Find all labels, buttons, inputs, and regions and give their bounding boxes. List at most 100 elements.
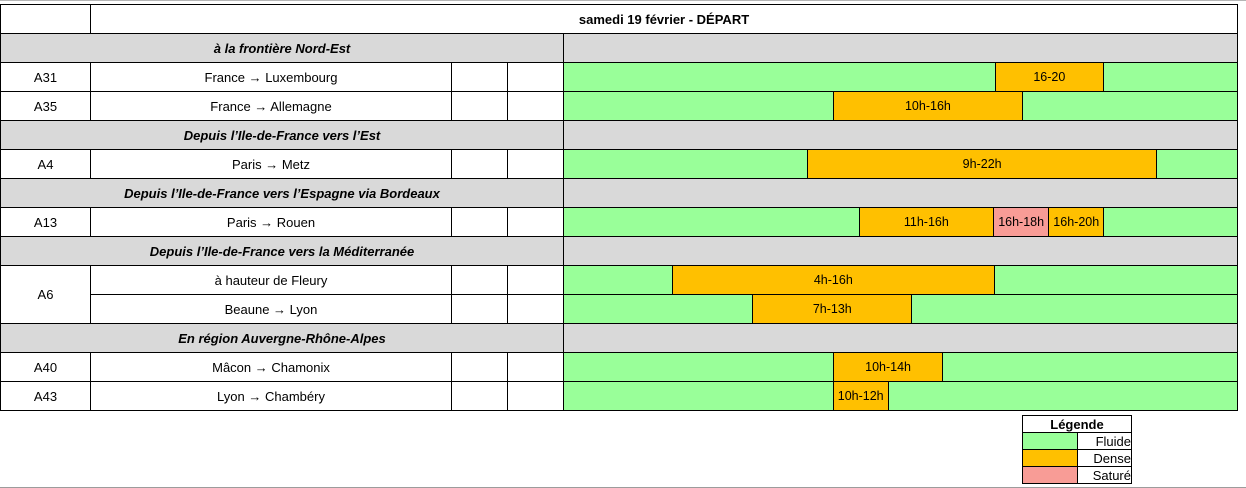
empty-cell <box>451 294 508 324</box>
section-timeline-fill <box>562 178 1239 208</box>
timeline-bar: 9h-22h <box>564 150 1237 178</box>
timeline-bar: 4h-16h <box>564 266 1237 294</box>
traffic-segment-sature: 16h-18h <box>992 208 1049 236</box>
timeline-cell: 9h-22h <box>562 149 1239 179</box>
road-route: Paris → Rouen <box>90 207 452 237</box>
timeline-bar: 7h-13h <box>564 295 1237 323</box>
legend-row-sature: Saturé <box>1022 466 1132 484</box>
section-label: Depuis l’Ile-de-France vers l’Espagne vi… <box>0 178 564 208</box>
road-route: Paris → Metz <box>90 149 452 179</box>
traffic-segment-fluide <box>1102 63 1237 91</box>
legend-label-dense: Dense <box>1076 449 1132 467</box>
empty-cell <box>451 381 508 411</box>
section-timeline-fill <box>562 323 1239 353</box>
traffic-table: samedi 19 février - DÉPART à la frontièr… <box>0 4 1239 411</box>
legend-label-sature: Saturé <box>1076 466 1132 484</box>
empty-cell <box>451 149 508 179</box>
road-code: A4 <box>0 149 91 179</box>
empty-cell <box>451 207 508 237</box>
traffic-segment-fluide <box>1021 92 1237 120</box>
road-route: France → Luxembourg <box>90 62 452 92</box>
legend-label-fluide: Fluide <box>1076 432 1132 450</box>
legend-swatch-fluide <box>1022 432 1078 450</box>
traffic-segment-dense: 7h-13h <box>752 295 912 323</box>
title-row: samedi 19 février - DÉPART <box>0 4 1239 34</box>
road-code: A40 <box>0 352 91 382</box>
timeline-bar: 10h-14h <box>564 353 1237 381</box>
empty-cell <box>451 352 508 382</box>
traffic-segment-fluide <box>942 353 1237 381</box>
legend-title: Légende <box>1022 415 1132 433</box>
section-label: Depuis l’Ile-de-France vers la Méditerra… <box>0 236 564 266</box>
traffic-segment-dense: 10h-16h <box>832 92 1022 120</box>
empty-cell <box>507 352 564 382</box>
section-timeline-fill <box>562 33 1239 63</box>
empty-cell <box>507 207 564 237</box>
timeline-cell: 11h-16h 16h-18h 16h-20h <box>562 207 1239 237</box>
section-row: En région Auvergne-Rhône-Alpes <box>0 323 1239 353</box>
traffic-segment-dense: 16h-20h <box>1048 208 1104 236</box>
road-code: A35 <box>0 91 91 121</box>
traffic-segment-fluide <box>911 295 1237 323</box>
legend-swatch-dense <box>1022 449 1078 467</box>
traffic-segment-fluide <box>564 208 859 236</box>
traffic-segment-fluide <box>564 266 672 294</box>
road-row: A43 Lyon → Chambéry 10h-12h <box>0 381 1239 411</box>
section-row: Depuis l’Ile-de-France vers la Méditerra… <box>0 236 1239 266</box>
timeline-cell: 4h-16h <box>562 265 1239 295</box>
road-row: Beaune → Lyon 7h-13h <box>1 294 1239 324</box>
empty-cell <box>451 265 508 295</box>
traffic-segment-fluide <box>994 266 1237 294</box>
timeline-cell: 10h-12h <box>562 381 1239 411</box>
corner-cell <box>0 4 91 34</box>
road-route: Beaune → Lyon <box>90 294 452 324</box>
timeline-bar: 16-20 <box>564 63 1237 91</box>
road-route: France → Allemagne <box>90 91 452 121</box>
section-timeline-fill <box>562 236 1239 266</box>
timeline-bar: 10h-16h <box>564 92 1237 120</box>
road-code: A31 <box>0 62 91 92</box>
traffic-segment-fluide <box>564 382 833 410</box>
road-row: A35 France → Allemagne 10h-16h <box>0 91 1239 121</box>
traffic-segment-fluide <box>564 295 753 323</box>
timeline-cell: 10h-14h <box>562 352 1239 382</box>
road-route: à hauteur de Fleury <box>90 265 452 295</box>
road-row: A13 Paris → Rouen 11h-16h 16h-18h 16h-20h <box>0 207 1239 237</box>
road-row: A4 Paris → Metz 9h-22h <box>0 149 1239 179</box>
road-row: A40 Mâcon → Chamonix 10h-14h <box>0 352 1239 382</box>
road-route: Lyon → Chambéry <box>90 381 452 411</box>
legend-header-row: Légende <box>1022 415 1132 433</box>
traffic-segment-fluide <box>564 92 833 120</box>
empty-cell <box>451 91 508 121</box>
timeline-bar: 10h-12h <box>564 382 1237 410</box>
empty-cell <box>507 294 564 324</box>
section-timeline-fill <box>562 120 1239 150</box>
road-row: A6 à hauteur de Fleury 4h-16h <box>0 265 1239 324</box>
section-row: à la frontière Nord-Est <box>0 33 1239 63</box>
road-code: A13 <box>0 207 91 237</box>
legend-swatch-sature <box>1022 466 1078 484</box>
traffic-segment-dense: 10h-12h <box>832 382 888 410</box>
timeline-cell: 16-20 <box>562 62 1239 92</box>
road-route: Mâcon → Chamonix <box>90 352 452 382</box>
traffic-segment-dense: 9h-22h <box>806 150 1157 178</box>
traffic-segment-fluide <box>1103 208 1237 236</box>
road-code: A6 <box>0 265 91 324</box>
traffic-segment-dense: 16-20 <box>995 63 1103 91</box>
section-label: à la frontière Nord-Est <box>0 33 564 63</box>
empty-cell <box>507 62 564 92</box>
empty-cell <box>507 381 564 411</box>
empty-cell <box>451 62 508 92</box>
traffic-segment-fluide <box>564 150 807 178</box>
traffic-segment-fluide <box>564 353 833 381</box>
road-code: A43 <box>0 381 91 411</box>
timeline-cell: 7h-13h <box>562 294 1239 324</box>
legend-row-fluide: Fluide <box>1022 432 1132 450</box>
traffic-segment-dense: 11h-16h <box>858 208 993 236</box>
traffic-segment-fluide <box>887 382 1237 410</box>
timeline-bar: 11h-16h 16h-18h 16h-20h <box>564 208 1237 236</box>
section-label: Depuis l’Ile-de-France vers l’Est <box>0 120 564 150</box>
empty-cell <box>507 91 564 121</box>
page-title: samedi 19 février - DÉPART <box>89 4 1239 34</box>
